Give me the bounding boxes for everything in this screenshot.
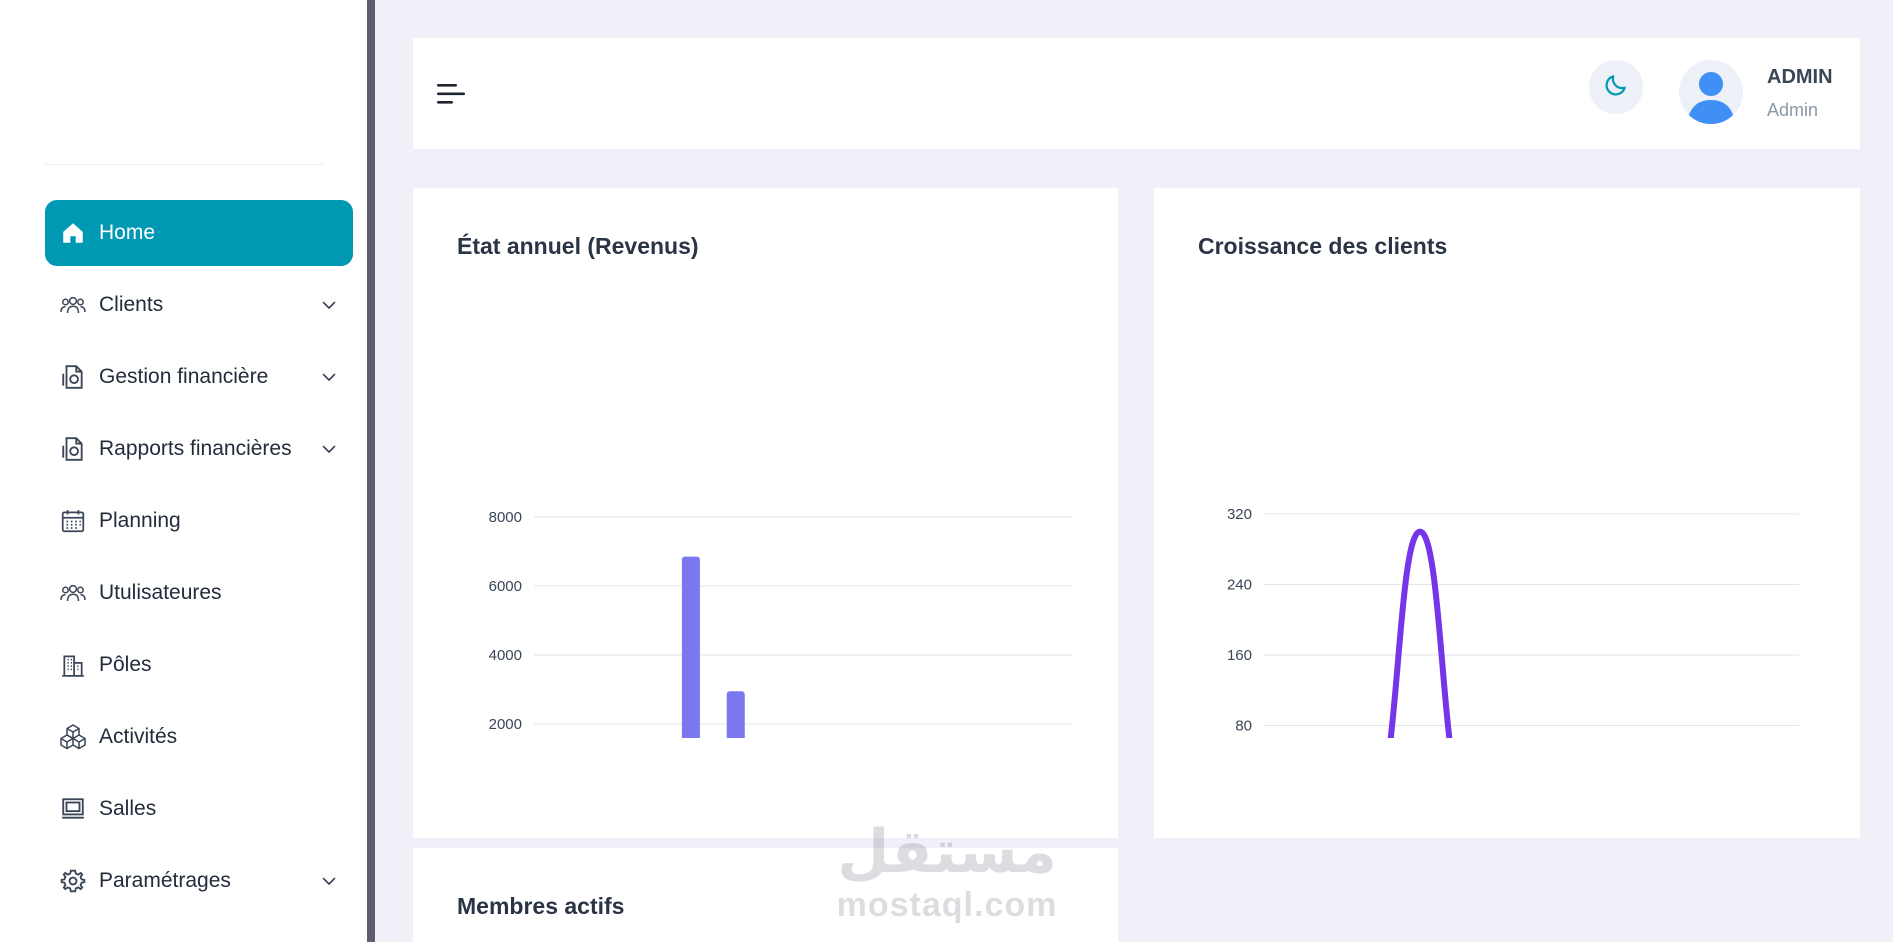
sidebar-item-utulisateures[interactable]: Utulisateures — [45, 560, 353, 626]
sidebar-item-label: Utulisateures — [99, 581, 222, 604]
sidebar-item-label: Rapports financières — [99, 437, 292, 460]
revenue-card: État annuel (Revenus) 02000400060008000J… — [413, 188, 1118, 838]
sidebar-item-label: Home — [99, 221, 156, 244]
users-icon — [59, 291, 87, 319]
sidebar-item-parametrages[interactable]: Paramétrages — [45, 848, 353, 914]
sidebar-item-label: Paramétrages — [99, 869, 231, 892]
moon-icon — [1603, 72, 1629, 103]
y-tick-label: 80 — [1235, 718, 1252, 735]
chevron-down-icon[interactable] — [321, 873, 337, 889]
sidebar-item-label: Pôles — [99, 653, 152, 676]
y-tick-label: 320 — [1227, 506, 1252, 523]
y-tick-label: 2000 — [489, 716, 522, 733]
chevron-down-icon[interactable] — [321, 369, 337, 385]
y-tick-label: 160 — [1227, 647, 1252, 664]
chevron-down-icon[interactable] — [321, 441, 337, 457]
sidebar-item-activites[interactable]: Activités — [45, 704, 353, 770]
clients-card-title: Croissance des clients — [1198, 233, 1448, 259]
sidebar-item-home[interactable]: Home — [45, 200, 353, 266]
y-tick-label: 8000 — [489, 509, 522, 526]
gear-icon — [59, 867, 87, 895]
report-document-icon — [59, 435, 87, 463]
sidebar: Home Clients Gestion financière Rapports fi… — [0, 0, 367, 942]
clients-line-chart: 080160240320JanvierFévrierMarsAprilMaiJu… — [1227, 506, 1799, 738]
y-tick-label: 4000 — [489, 647, 522, 664]
members-card-title: Membres actifs — [457, 893, 625, 919]
clients-card: Croissance des clients 080160240320Janvi… — [1154, 188, 1860, 838]
series-line — [1387, 528, 1453, 738]
sidebar-divider — [45, 164, 323, 165]
y-tick-label: 240 — [1227, 577, 1252, 594]
sidebar-item-label: Gestion financière — [99, 365, 269, 388]
sidebar-item-clients[interactable]: Clients — [45, 272, 353, 338]
chevron-down-icon[interactable] — [321, 297, 337, 313]
theme-toggle-button[interactable] — [1589, 60, 1643, 114]
revenue-bar-chart: 02000400060008000JanvierFévrierMarsApril… — [489, 509, 1072, 738]
top-bar: ADMIN Admin — [413, 38, 1860, 149]
sidebar-scrollbar[interactable] — [367, 0, 375, 942]
sidebar-item-rapports-financieres[interactable]: Rapports financières — [45, 416, 353, 482]
avatar[interactable] — [1679, 60, 1743, 124]
sidebar-nav: Home Clients Gestion financière Rapports fi… — [45, 200, 353, 920]
calendar-icon — [59, 507, 87, 535]
y-tick-label: 6000 — [489, 578, 522, 595]
sidebar-item-label: Planning — [99, 509, 181, 532]
sidebar-item-planning[interactable]: Planning — [45, 488, 353, 554]
bar[interactable] — [681, 556, 700, 738]
revenue-card-title: État annuel (Revenus) — [457, 233, 699, 259]
members-card: Membres actifs — [413, 848, 1118, 942]
sidebar-item-poles[interactable]: Pôles — [45, 632, 353, 698]
home-icon — [59, 219, 87, 247]
monitor-icon — [59, 795, 87, 823]
building-icon — [59, 651, 87, 679]
finance-document-icon — [59, 363, 87, 391]
cubes-icon — [59, 723, 87, 751]
bar[interactable] — [726, 691, 745, 738]
menu-icon[interactable] — [437, 82, 467, 106]
sidebar-item-salles[interactable]: Salles — [45, 776, 353, 842]
user-role: Admin — [1767, 100, 1819, 120]
user-name: ADMIN — [1767, 66, 1833, 88]
sidebar-item-label: Clients — [99, 293, 164, 316]
sidebar-item-label: Activités — [99, 725, 178, 748]
sidebar-item-gestion-financiere[interactable]: Gestion financière — [45, 344, 353, 410]
users-icon — [59, 579, 87, 607]
sidebar-item-label: Salles — [99, 797, 157, 820]
